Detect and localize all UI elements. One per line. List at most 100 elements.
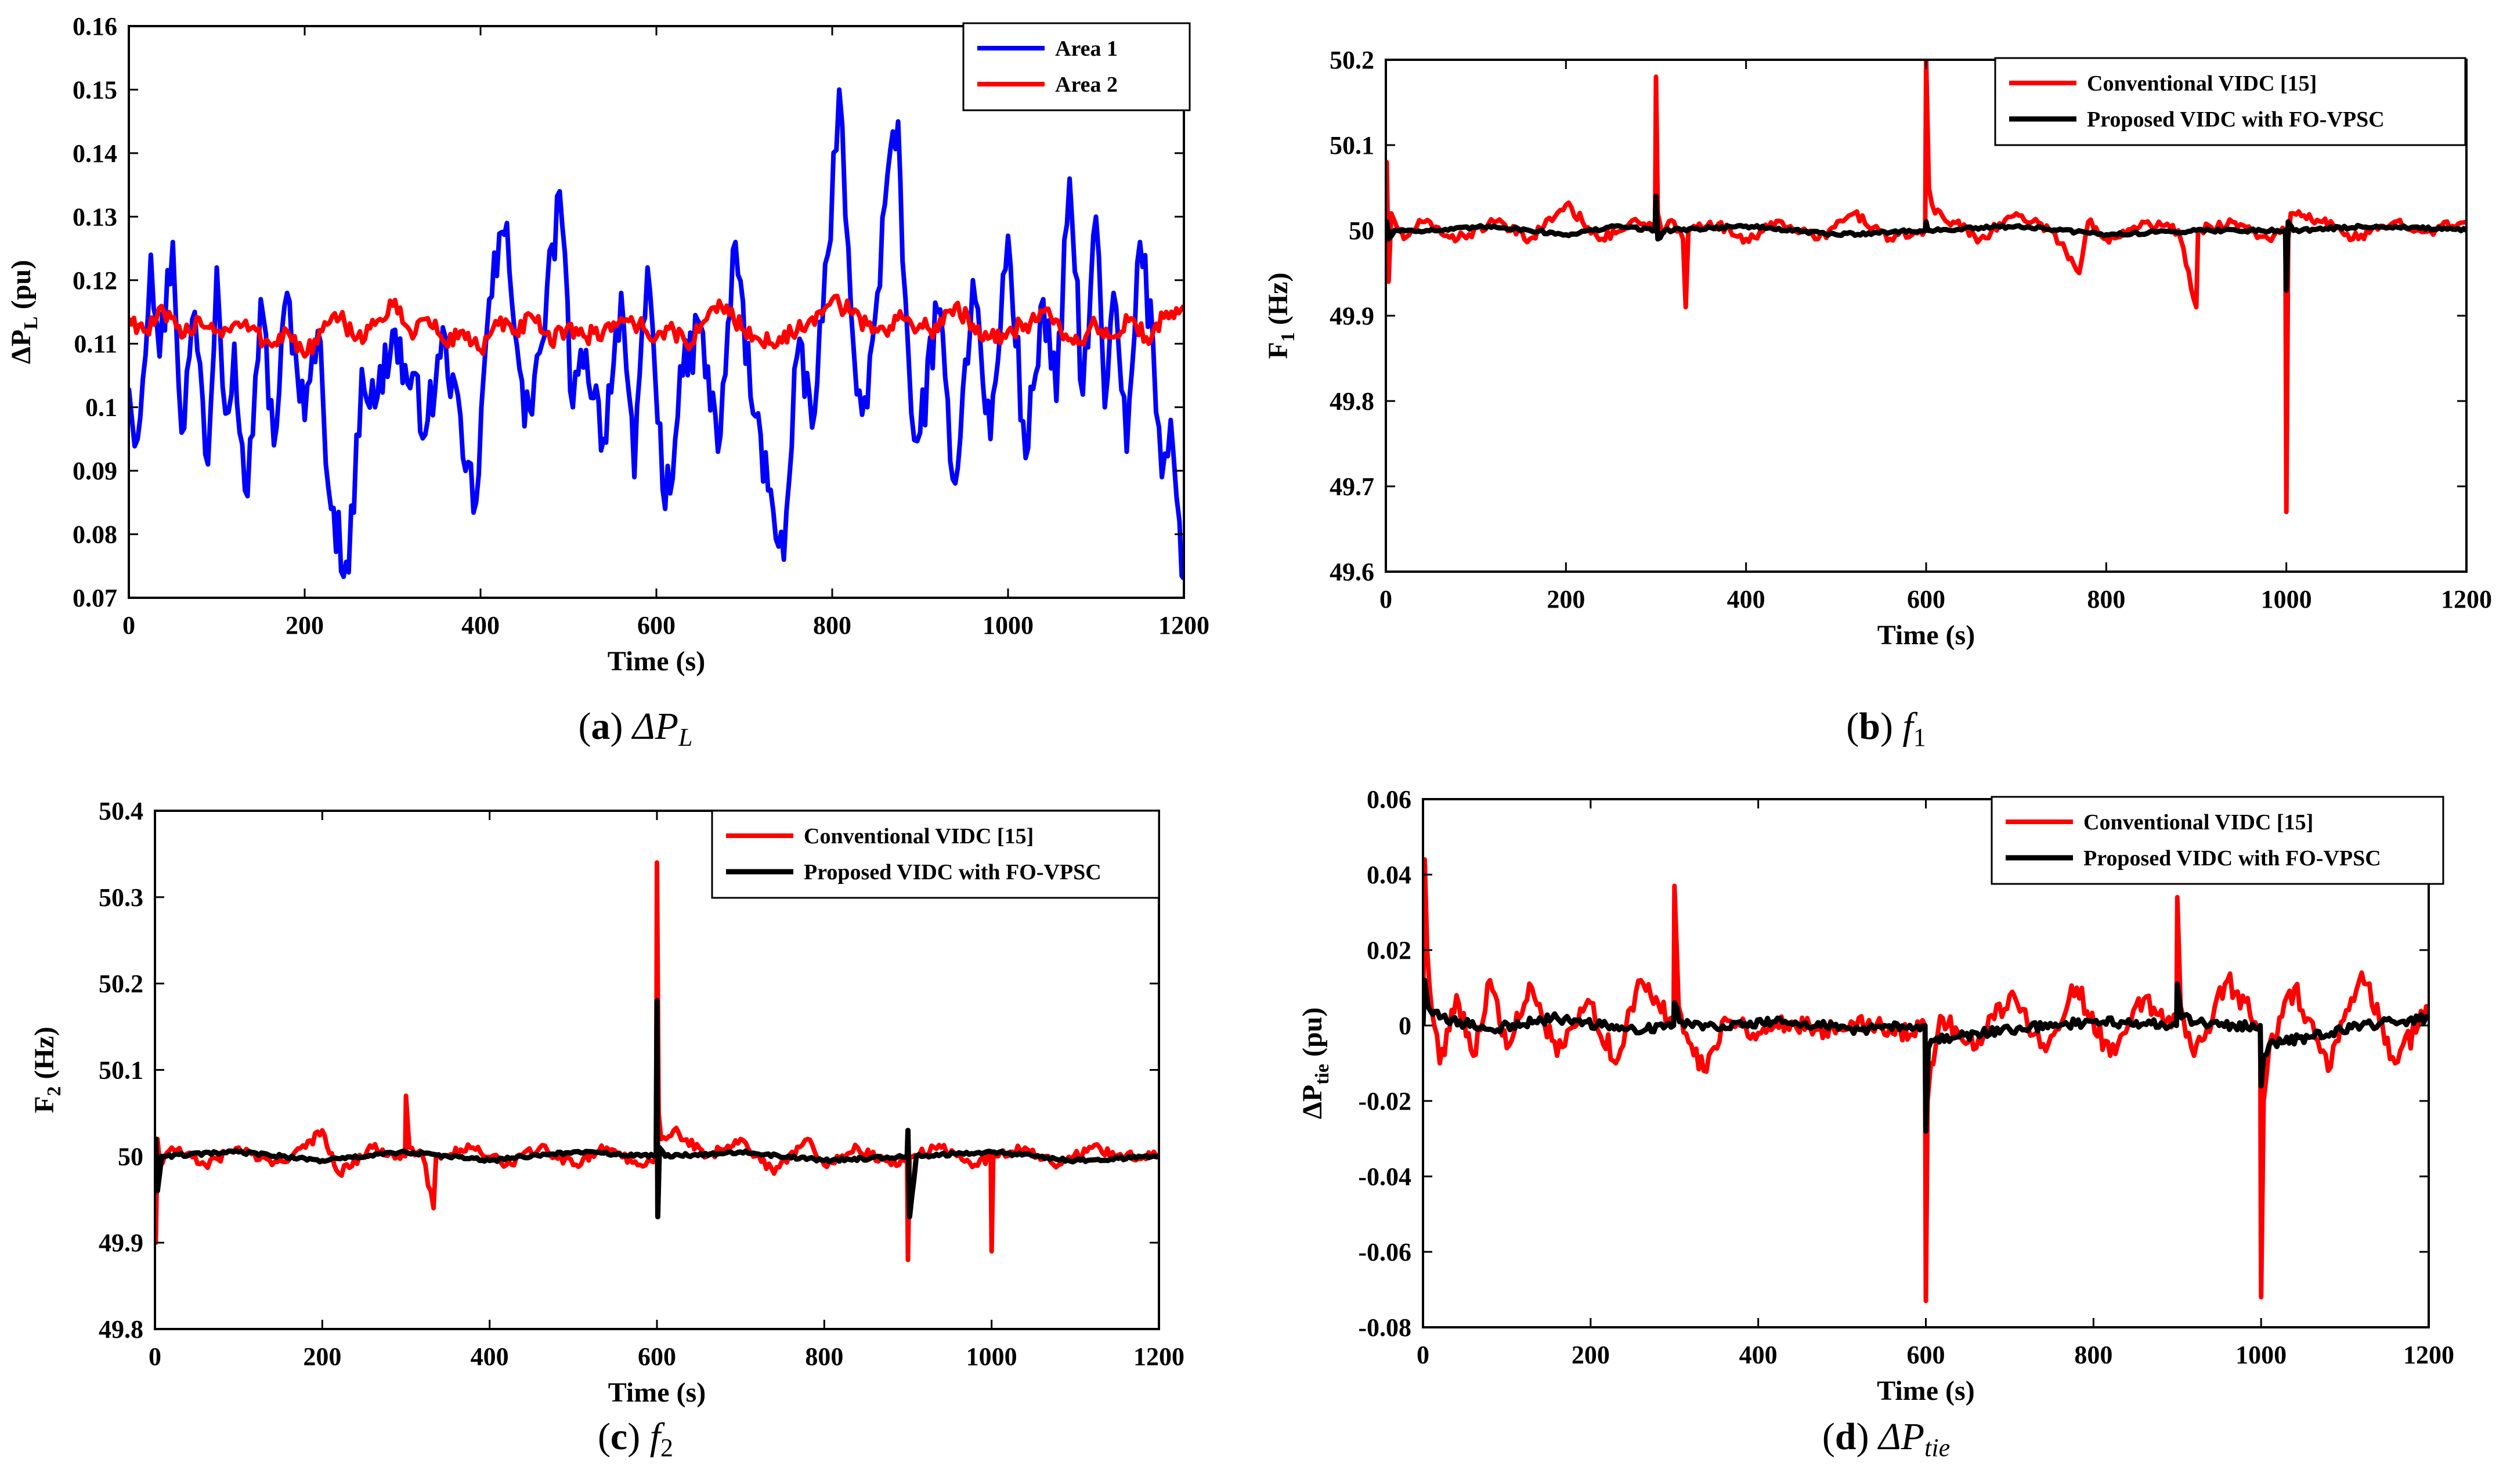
panel-a-legend: Area 1 Area 2: [962, 22, 1191, 111]
panel-b-legend-label-2: Proposed VIDC with FO-VPSC: [2087, 107, 2385, 132]
panel-d-y-tick-label: 0: [1399, 1012, 1411, 1040]
panel-c-legend-box: [711, 810, 1160, 899]
panel-b-y-tick-label: 50.1: [1330, 131, 1374, 160]
panel-a-y-tick-label: 0.08: [73, 521, 117, 549]
panel-b-y-tick-label: 50.2: [1330, 46, 1374, 74]
panel-a-series: [129, 87, 1184, 580]
panel-b-x-tick-label: 400: [1727, 585, 1765, 613]
panel-c-series: [155, 860, 1159, 1262]
panel-c-series-line-2: [155, 998, 1159, 1219]
panel-a-y-tick-label: 0.16: [73, 12, 117, 41]
panel-b-ticks: 0 200 400 600 800 1000 1200 49.6 49.7 49.8 49.9 50 5…: [1330, 46, 2492, 613]
panel-d-y-tick-label: 0.02: [1367, 936, 1411, 965]
panel-b-y-tick-label: 49.8: [1330, 387, 1374, 416]
panel-a-x-tick-label: 0: [122, 611, 135, 640]
panel-b-series-line-2: [1386, 193, 2466, 293]
panel-a-legend-box: [962, 22, 1191, 111]
panel-d-y-tick-label: 0.06: [1367, 785, 1411, 814]
panel-b-x-tick-label: 800: [2087, 585, 2125, 613]
panel-d-x-tick-label: 200: [1572, 1341, 1610, 1369]
panel-c-legend-entries: Conventional VIDC [15] Proposed VIDC with…: [726, 824, 1101, 884]
panel-b-legend-label-1: Conventional VIDC [15]: [2087, 71, 2317, 96]
panel-a-x-tick-label: 200: [286, 611, 324, 640]
panel-b-series: [1386, 60, 2466, 515]
panel-d-y-tick-label: -0.08: [1358, 1313, 1411, 1342]
panel-b-x-tick-label: 1000: [2261, 585, 2312, 613]
panel-a-xlabel: Time (s): [608, 646, 705, 677]
panel-c-y-tick-label: 50.1: [99, 1056, 143, 1085]
panel-a-ticks: 0 200 400 600 800 1000 1200 0.07 0.08 0.09 0.1 0.11…: [73, 12, 1209, 640]
panel-a-y-tick-label: 0.12: [73, 266, 117, 295]
panel-c-ylabel-main: F: [29, 1096, 60, 1113]
panel-c-xlabel: Time (s): [608, 1377, 706, 1408]
panel-d-series: [1423, 857, 2429, 1304]
panel-c-x-tick-label: 0: [149, 1342, 161, 1371]
panel-d-ylabel: ΔPtie (pu): [1297, 1008, 1333, 1120]
panel-b-x-tick-label: 600: [1907, 585, 1945, 613]
panel-a-ylabel-sub: L: [20, 316, 42, 330]
panel-a-y-tick-label: 0.15: [73, 75, 117, 104]
panel-d-x-tick-label: 800: [2074, 1341, 2112, 1369]
panel-d-legend-label-2: Proposed VIDC with FO-VPSC: [2083, 846, 2381, 871]
panel-d-legend-box: [1991, 796, 2444, 885]
panel-a-legend-entries: Area 1 Area 2: [977, 37, 1118, 97]
panel-b-legend-box: [1994, 57, 2466, 146]
panel-c-legend: Conventional VIDC [15] Proposed VIDC with…: [711, 810, 1160, 899]
panel-d: 0 200 400 600 800 1000 1200 -0.08 -0.06 -0.04 -0.0…: [1297, 785, 2454, 1462]
panel-b-legend: Conventional VIDC [15] Proposed VIDC with…: [1994, 57, 2466, 146]
panel-c-legend-label-2: Proposed VIDC with FO-VPSC: [804, 860, 1101, 884]
panel-a-ylabel: ΔPL (pu): [6, 260, 42, 364]
panel-c-x-tick-label: 600: [638, 1342, 676, 1371]
panel-b-series-line-1: [1386, 60, 2466, 515]
panel-a-ylabel-unit: (pu): [6, 260, 37, 316]
panel-a-caption: (a) ΔPL: [578, 705, 692, 752]
panel-a-y-tick-label: 0.13: [73, 203, 117, 231]
panel-a-x-tick-label: 1000: [983, 611, 1034, 640]
panel-c-y-tick-label: 50.4: [99, 797, 143, 825]
panel-b: 0 200 400 600 800 1000 1200 49.6 49.7 49.8 49.9 50 5…: [1263, 46, 2492, 752]
panel-a-y-tick-label: 0.14: [73, 139, 117, 168]
panel-b-x-tick-label: 1200: [2441, 585, 2492, 613]
panel-d-x-tick-label: 1000: [2235, 1341, 2287, 1369]
panel-d-x-tick-label: 0: [1417, 1341, 1429, 1369]
panel-a-legend-label-2: Area 2: [1055, 73, 1118, 97]
panel-c-y-tick-label: 50: [118, 1142, 143, 1171]
panel-b-ylabel-main: F: [1263, 342, 1294, 359]
panel-d-ylabel-main: ΔP: [1297, 1085, 1328, 1119]
panel-a-ylabel-main: ΔP: [6, 330, 37, 364]
panel-c-ylabel-sub: 2: [44, 1086, 65, 1096]
panel-b-ylabel-unit: (Hz): [1263, 273, 1294, 333]
panel-d-ylabel-unit: (pu): [1297, 1008, 1328, 1064]
panel-b-legend-entries: Conventional VIDC [15] Proposed VIDC with…: [2009, 71, 2385, 132]
panel-a-x-tick-label: 600: [637, 611, 676, 640]
panel-b-y-tick-label: 49.6: [1330, 558, 1374, 586]
panel-d-y-tick-label: -0.06: [1358, 1238, 1411, 1266]
panel-d-x-tick-label: 400: [1739, 1341, 1778, 1369]
panel-a-y-tick-label: 0.07: [73, 584, 117, 612]
panel-c-legend-label-1: Conventional VIDC [15]: [804, 824, 1034, 848]
panel-c-x-tick-label: 1000: [966, 1342, 1017, 1371]
panel-a-y-tick-label: 0.11: [74, 330, 117, 358]
panel-c-x-tick-label: 800: [805, 1342, 843, 1371]
panel-b-y-tick-label: 49.7: [1330, 472, 1374, 501]
panel-b-y-tick-label: 50: [1349, 216, 1374, 245]
panel-c-x-tick-label: 200: [303, 1342, 341, 1371]
panel-d-x-tick-label: 600: [1907, 1341, 1945, 1369]
panel-d-series-line-2: [1423, 977, 2429, 1134]
panel-a-legend-label-1: Area 1: [1055, 37, 1118, 61]
panel-d-y-tick-label: -0.02: [1358, 1087, 1411, 1115]
panel-d-y-tick-label: 0.04: [1367, 861, 1411, 889]
panel-a-x-tick-label: 400: [461, 611, 500, 640]
panel-b-ylabel: F1 (Hz): [1263, 273, 1299, 359]
panel-d-ticks: 0 200 400 600 800 1000 1200 -0.08 -0.06 -0.04 -0.0…: [1358, 785, 2454, 1369]
panel-a-x-tick-label: 800: [813, 611, 851, 640]
panel-d-legend-label-1: Conventional VIDC [15]: [2083, 810, 2313, 835]
panel-c-y-tick-label: 49.9: [99, 1229, 143, 1257]
panel-a-y-tick-label: 0.09: [73, 457, 117, 485]
panel-d-y-tick-label: -0.04: [1358, 1162, 1411, 1191]
panel-b-xlabel: Time (s): [1877, 620, 1975, 651]
panel-c-series-line-1: [155, 860, 1159, 1262]
panel-c-y-tick-label: 50.2: [99, 970, 143, 998]
